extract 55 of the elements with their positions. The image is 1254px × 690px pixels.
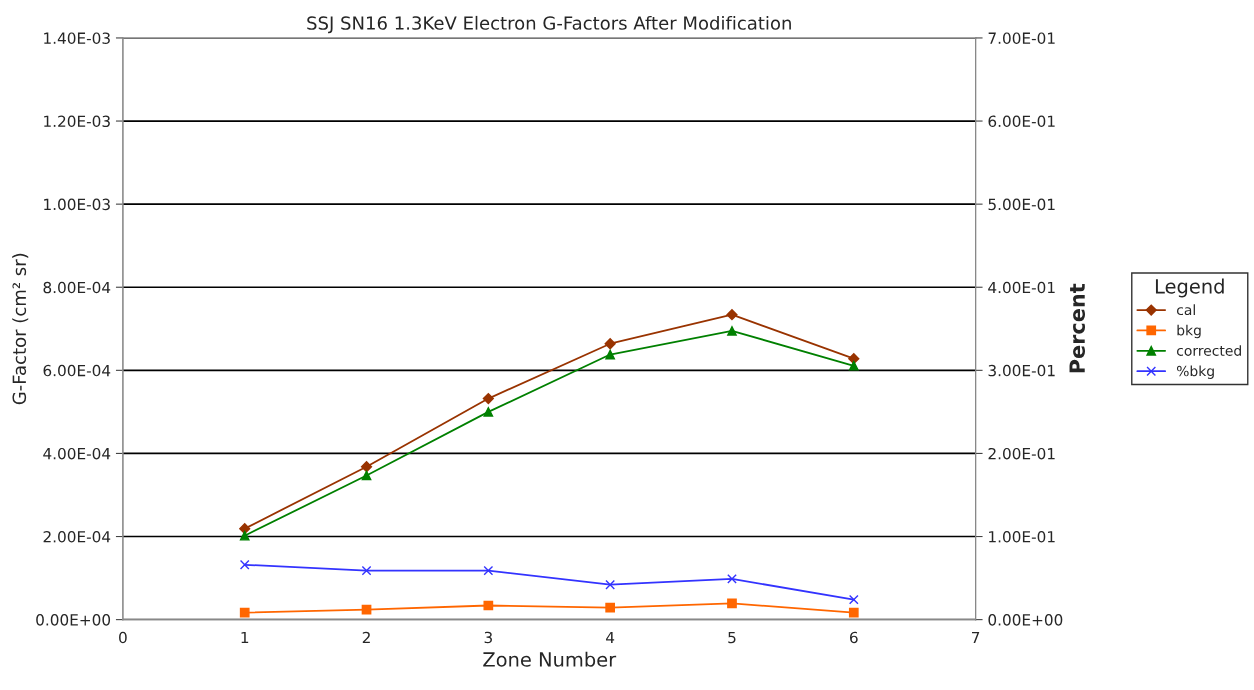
y-axis-title: G-Factor (cm² sr) bbox=[12, 253, 29, 405]
y-tick-label: 1.00E-03 bbox=[44, 198, 110, 211]
y-tick-label: 0.00E+00 bbox=[36, 614, 111, 626]
point bbox=[239, 530, 250, 541]
point bbox=[239, 607, 250, 618]
x-tick-label: 6 bbox=[850, 631, 858, 644]
point bbox=[482, 392, 494, 405]
point bbox=[360, 461, 373, 473]
chart-title: SSJ SN16 1.3KeV Electron G-Factors After Modification bbox=[307, 15, 791, 34]
y2-tick-label: 6.00E-01 bbox=[988, 115, 1055, 128]
y-tick-label: 1.40E-03 bbox=[44, 32, 110, 44]
y2-tick-label: 0.00E+00 bbox=[988, 614, 1063, 626]
y-tick-label: 8.00E-04 bbox=[43, 281, 111, 294]
x-tick-label: 7 bbox=[972, 631, 980, 644]
x-tick-label: 4 bbox=[606, 631, 615, 644]
y2-tick-label: 3.00E-01 bbox=[988, 364, 1055, 377]
point bbox=[848, 360, 859, 371]
point bbox=[361, 470, 372, 481]
point bbox=[605, 349, 616, 360]
point bbox=[848, 607, 859, 618]
point bbox=[727, 326, 737, 336]
point bbox=[483, 565, 494, 576]
y2-tick-label: 2.00E-01 bbox=[988, 447, 1055, 460]
point bbox=[483, 407, 494, 417]
point bbox=[604, 338, 616, 350]
legend-label: cal bbox=[1176, 304, 1195, 316]
x-tick-label: 3 bbox=[484, 631, 492, 644]
y-tick-label: 2.00E-04 bbox=[43, 530, 111, 543]
x-tick-label: 0 bbox=[119, 631, 127, 644]
legend-title: Legend bbox=[1155, 278, 1224, 298]
y2-tick-label: 1.00E-01 bbox=[989, 530, 1055, 543]
point bbox=[727, 598, 737, 609]
legend-label: %bkg bbox=[1176, 365, 1214, 379]
y2-tick-label: 4.00E-01 bbox=[988, 281, 1055, 294]
x-tick-label: 1 bbox=[241, 631, 249, 644]
point bbox=[239, 559, 250, 570]
x-tick-label: 5 bbox=[728, 631, 736, 644]
y-tick-label: 6.00E-04 bbox=[43, 364, 111, 377]
point bbox=[605, 579, 616, 590]
legend-label: bkg bbox=[1177, 324, 1201, 339]
x-tick-label: 2 bbox=[362, 631, 370, 644]
y2-tick-label: 5.00E-01 bbox=[988, 198, 1055, 211]
point bbox=[848, 594, 859, 605]
point bbox=[361, 565, 372, 576]
point bbox=[483, 600, 494, 611]
point bbox=[605, 602, 616, 613]
y-tick-label: 4.00E-04 bbox=[43, 447, 111, 460]
legend-label: corrected bbox=[1176, 345, 1241, 356]
point bbox=[727, 574, 737, 584]
y-tick-label: 1.20E-03 bbox=[44, 115, 110, 128]
y2-tick-label: 7.00E-01 bbox=[988, 32, 1055, 44]
point bbox=[361, 604, 372, 615]
y2-axis-title: Percent bbox=[1069, 283, 1086, 373]
x-axis-title: Zone Number bbox=[483, 651, 617, 667]
point bbox=[726, 309, 738, 321]
